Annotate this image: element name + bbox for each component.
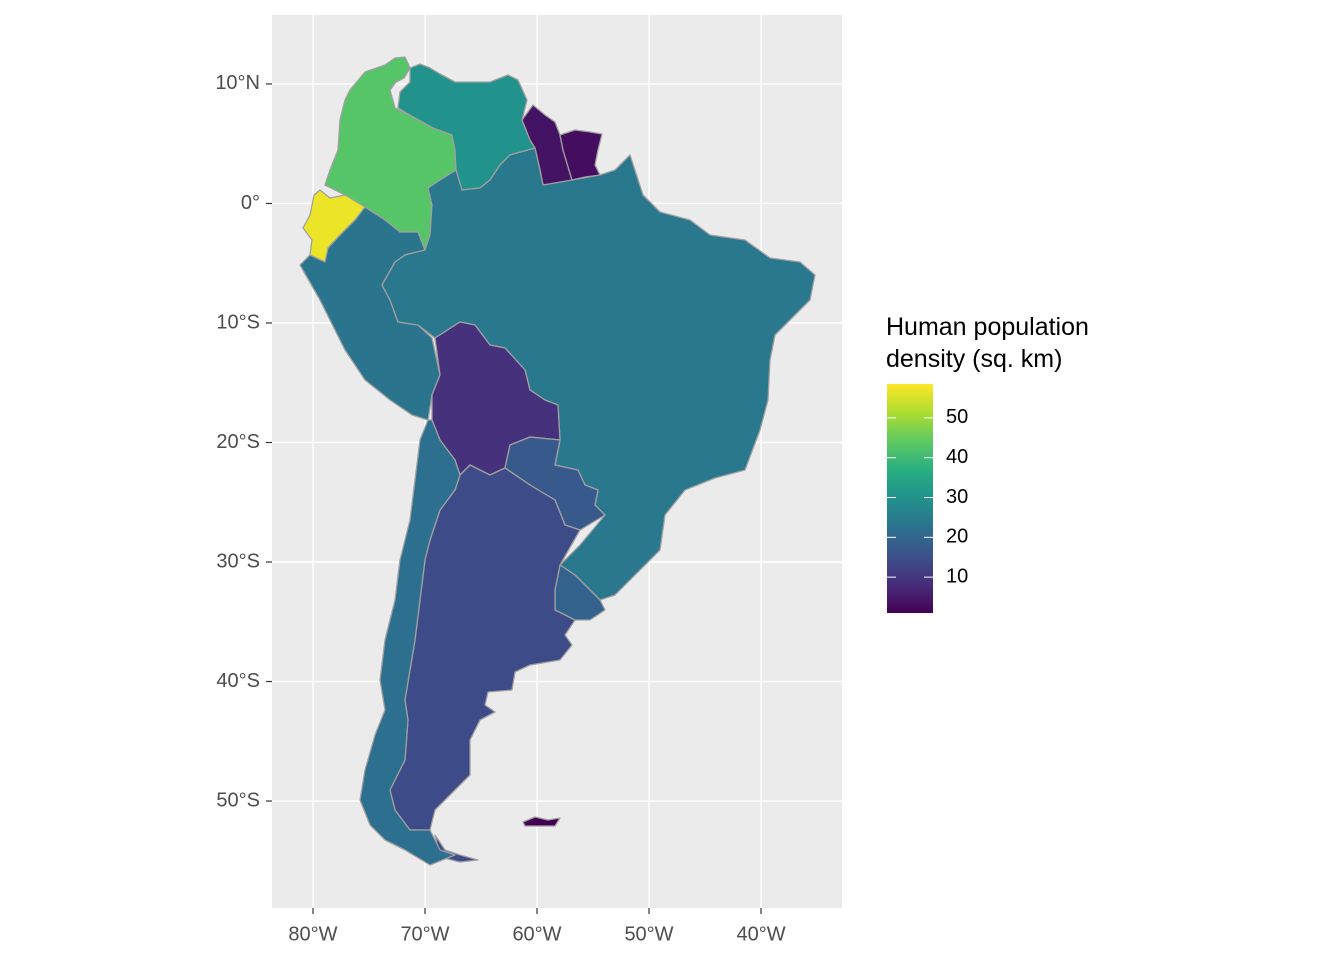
legend-title: Human population density (sq. km) xyxy=(886,313,1089,373)
region xyxy=(559,129,603,181)
x-tick-label: 50°W xyxy=(624,923,673,945)
y-tick-label: 10°N xyxy=(215,72,260,94)
colorbar-label: 50 xyxy=(946,406,968,428)
colorbar-label: 10 xyxy=(946,565,968,587)
region xyxy=(522,816,561,827)
colorbar-label: 40 xyxy=(946,446,968,468)
colorbar-label: 20 xyxy=(946,526,968,548)
y-tick-label: 0° xyxy=(241,192,260,214)
x-tick-label: 80°W xyxy=(288,923,337,945)
colorbar-label: 30 xyxy=(946,486,968,508)
y-tick-label: 50°S xyxy=(216,789,260,811)
y-tick-label: 40°S xyxy=(216,670,260,692)
y-tick-label: 10°S xyxy=(216,311,260,333)
colorbar xyxy=(887,384,933,613)
region xyxy=(359,419,461,866)
x-tick-label: 60°W xyxy=(512,923,561,945)
y-tick-label: 30°S xyxy=(216,550,260,572)
y-tick-label: 20°S xyxy=(216,431,260,453)
x-tick-label: 70°W xyxy=(400,923,449,945)
x-tick-label: 40°W xyxy=(736,923,785,945)
